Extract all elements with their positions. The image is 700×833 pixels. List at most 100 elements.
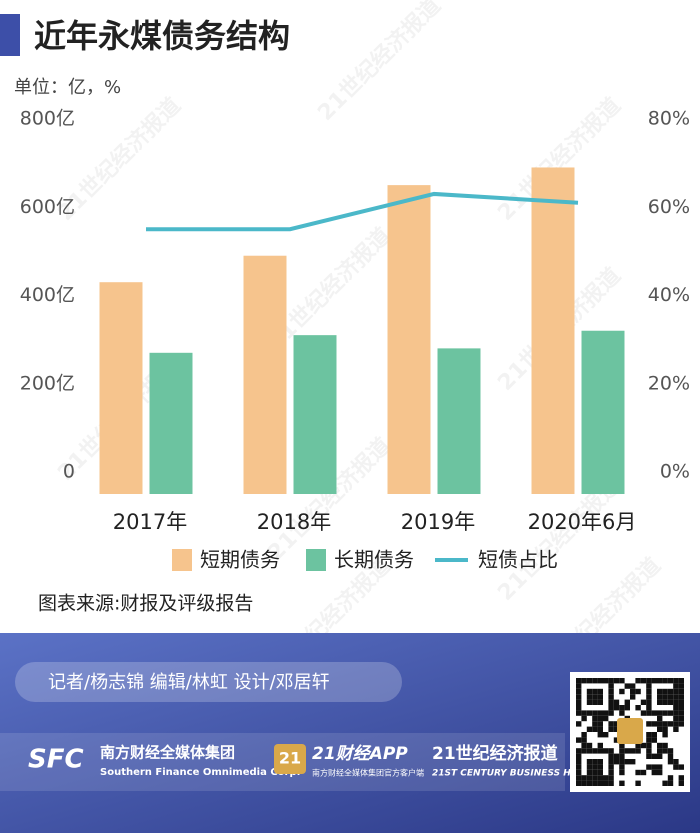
qr-cell	[608, 764, 614, 770]
qr-cell	[673, 705, 679, 711]
qr-cell	[667, 678, 674, 684]
y2-tick-label: 20%	[648, 372, 690, 394]
qr-cell	[613, 737, 620, 743]
qr-cell	[667, 688, 674, 695]
qr-cell	[657, 748, 663, 754]
app-sub: 南方财经全媒体集团官方客户端	[312, 768, 424, 778]
app-name: 21财经APP	[312, 744, 408, 764]
bar	[437, 348, 481, 494]
qr-cell	[630, 688, 636, 695]
qr-cell	[619, 780, 625, 786]
qr-cell	[678, 764, 684, 770]
qr-cell	[576, 775, 582, 781]
qr-cell	[651, 732, 657, 738]
qr-cell	[667, 748, 674, 754]
qr-cell	[657, 764, 663, 770]
qr-cell	[608, 694, 614, 700]
qr-cell	[586, 726, 593, 732]
source: 图表来源:财报及评级报告	[38, 593, 253, 615]
qr-cell	[673, 688, 679, 695]
qr-cell	[651, 721, 657, 727]
qr-cell	[603, 732, 609, 738]
qr-cell	[673, 715, 679, 722]
qr-cell	[592, 699, 598, 705]
brand-name: 南方财经全媒体集团	[100, 744, 235, 762]
qr-cell	[646, 748, 652, 754]
qr-cell	[586, 764, 593, 770]
qr-cell	[586, 710, 593, 716]
qr-cell	[613, 721, 620, 727]
qr-cell	[592, 710, 598, 716]
qr-cell	[592, 726, 598, 732]
qr-cell	[597, 732, 603, 738]
qr-cell	[608, 721, 614, 727]
qr-cell	[576, 764, 582, 770]
qr-cell	[603, 775, 609, 781]
qr-cell	[613, 678, 620, 684]
qr-cell	[673, 721, 679, 727]
qr-cell	[667, 710, 674, 716]
qr-cell	[662, 721, 668, 727]
qr-cell	[576, 688, 582, 695]
qr-cell	[586, 748, 593, 754]
qr-cell	[613, 705, 620, 711]
y-tick-label: 800亿	[20, 108, 75, 130]
qr-cell	[678, 688, 684, 695]
qr-cell	[635, 705, 641, 711]
qr-cell	[597, 726, 603, 732]
qr-cell	[624, 699, 630, 705]
qr-cell	[586, 759, 593, 765]
qr-cell	[646, 753, 652, 759]
qr-cell	[597, 759, 603, 765]
qr-cell	[608, 780, 614, 786]
qr-cell	[581, 737, 587, 743]
qr-cell	[608, 726, 614, 732]
qr-cell	[613, 759, 620, 765]
qr-cell	[640, 769, 647, 776]
qr-cell	[619, 688, 625, 695]
qr-cell	[657, 721, 663, 727]
legend-swatch	[306, 549, 326, 571]
qr-cell	[608, 769, 614, 776]
y-tick-label: 0	[63, 461, 75, 483]
qr-cell	[667, 699, 674, 705]
bar	[293, 335, 337, 494]
qr-cell	[576, 748, 582, 754]
qr-cell	[619, 678, 625, 684]
qr-cell	[678, 715, 684, 722]
qr-cell	[678, 694, 684, 700]
qr-cell	[576, 737, 582, 743]
qr-cell	[646, 683, 652, 689]
qr-cell	[581, 732, 587, 738]
bar	[387, 185, 431, 494]
qr-cell	[592, 775, 598, 781]
qr-cell	[576, 694, 582, 700]
qr-cell	[646, 694, 652, 700]
qr-cell	[651, 753, 657, 759]
qr-cell	[662, 710, 668, 716]
qr-cell	[662, 726, 668, 732]
y2-tick-label: 40%	[648, 284, 690, 306]
qr-cell	[673, 726, 679, 732]
qr-cell	[657, 726, 663, 732]
chart-title: 近年永煤债务结构	[34, 17, 290, 55]
qr-cell	[592, 769, 598, 776]
qr-cell	[581, 748, 587, 754]
qr-cell	[667, 759, 674, 765]
qr-cell	[646, 705, 652, 711]
qr-cell	[619, 753, 625, 759]
qr-cell	[576, 678, 582, 684]
qr-cell	[635, 678, 641, 684]
qr-cell	[603, 710, 609, 716]
qr-cell	[603, 780, 609, 786]
qr-cell	[678, 780, 684, 786]
qr-cell	[608, 683, 614, 689]
qr-cell	[640, 742, 647, 749]
qr-cell	[581, 780, 587, 786]
qr-cell	[597, 678, 603, 684]
qr-cell	[662, 780, 668, 786]
x-tick-label: 2019年	[401, 510, 475, 534]
app-icon	[274, 744, 306, 774]
title-marker	[0, 14, 20, 56]
